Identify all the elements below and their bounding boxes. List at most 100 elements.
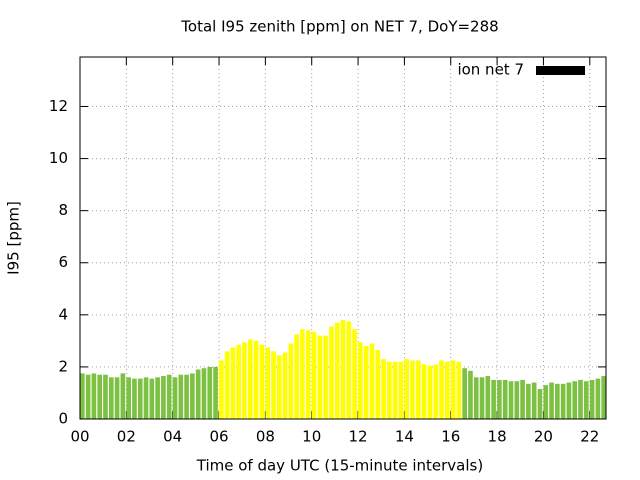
bar [230, 347, 236, 419]
bar [195, 369, 201, 419]
bar [358, 342, 363, 419]
bar [520, 379, 525, 419]
bar [346, 321, 352, 419]
bar [392, 361, 398, 419]
bar [375, 349, 381, 419]
bar [450, 360, 456, 419]
bar [201, 368, 207, 419]
bar [317, 335, 323, 419]
bar [242, 342, 247, 419]
bar [114, 377, 120, 419]
bar [473, 377, 479, 419]
bar [224, 351, 230, 419]
bar [404, 359, 410, 419]
bar [276, 355, 282, 419]
bar [265, 347, 271, 419]
bar [340, 320, 346, 419]
plot-frame [79, 56, 607, 420]
bar [508, 381, 514, 419]
bar [213, 366, 218, 419]
bar [91, 373, 97, 419]
bar [549, 382, 554, 419]
bar [80, 373, 85, 419]
y-tick-label: 10 [49, 149, 68, 167]
bar [305, 330, 311, 419]
x-tick-label: 20 [534, 428, 553, 446]
bar [398, 361, 404, 419]
bar [555, 383, 560, 419]
bar [433, 364, 439, 419]
bar [103, 374, 108, 419]
bar [381, 359, 386, 419]
bar [236, 344, 242, 419]
bar [363, 346, 369, 419]
x-tick-label: 08 [256, 428, 275, 446]
bar [282, 352, 288, 419]
bar [566, 382, 572, 419]
bar [329, 326, 334, 419]
bar [149, 378, 155, 419]
chart-title: Total I95 zenith [ppm] on NET 7, DoY=288 [180, 18, 498, 36]
bar [526, 383, 531, 419]
bar [155, 377, 160, 419]
x-tick-label: 10 [302, 428, 321, 446]
y-tick-label: 12 [49, 97, 68, 115]
bar [514, 381, 520, 419]
x-tick-label: 06 [209, 428, 228, 446]
bar [247, 339, 253, 419]
bar [491, 379, 496, 419]
bar [132, 378, 137, 419]
y-tick-label: 6 [58, 253, 68, 271]
bar [560, 383, 566, 419]
x-tick-label: 16 [441, 428, 460, 446]
y-tick-label: 4 [58, 305, 68, 323]
bar [161, 376, 166, 419]
x-tick-label: 00 [70, 428, 89, 446]
bar [126, 377, 131, 419]
bar [178, 374, 184, 419]
bar [85, 374, 91, 419]
bar [311, 331, 317, 419]
x-tick-label: 04 [163, 428, 182, 446]
legend-label: ion net 7 [457, 61, 524, 79]
bar [601, 376, 606, 419]
x-tick-label: 12 [349, 428, 368, 446]
bar [468, 370, 473, 419]
bar [352, 329, 357, 419]
bar [421, 364, 427, 419]
bar [108, 377, 114, 419]
bar [137, 378, 143, 419]
bar [294, 334, 299, 419]
bar [415, 360, 421, 419]
bar [259, 344, 265, 419]
bar [502, 379, 508, 419]
bar [253, 340, 259, 419]
bar [172, 377, 178, 419]
bar [456, 361, 462, 419]
bar [190, 373, 195, 419]
bar [479, 377, 485, 419]
bar [578, 379, 583, 419]
bar [543, 385, 549, 419]
bar [537, 389, 543, 419]
bar [439, 360, 444, 419]
bar [410, 360, 415, 419]
bar [595, 378, 601, 419]
y-axis-label: I95 [ppm] [5, 201, 23, 275]
bar [444, 361, 450, 419]
bar [97, 374, 103, 419]
bar [387, 361, 392, 419]
x-axis-label: Time of day UTC (15-minute intervals) [196, 457, 483, 475]
bar [288, 343, 294, 419]
bar [323, 335, 328, 419]
bar [300, 329, 305, 419]
y-tick-label: 0 [58, 410, 68, 428]
x-tick-label: 22 [580, 428, 599, 446]
bar [572, 381, 578, 419]
bar [497, 379, 502, 419]
x-tick-label: 18 [488, 428, 507, 446]
y-tick-label: 2 [58, 357, 68, 375]
x-tick-label: 14 [395, 428, 414, 446]
bar [369, 343, 375, 419]
